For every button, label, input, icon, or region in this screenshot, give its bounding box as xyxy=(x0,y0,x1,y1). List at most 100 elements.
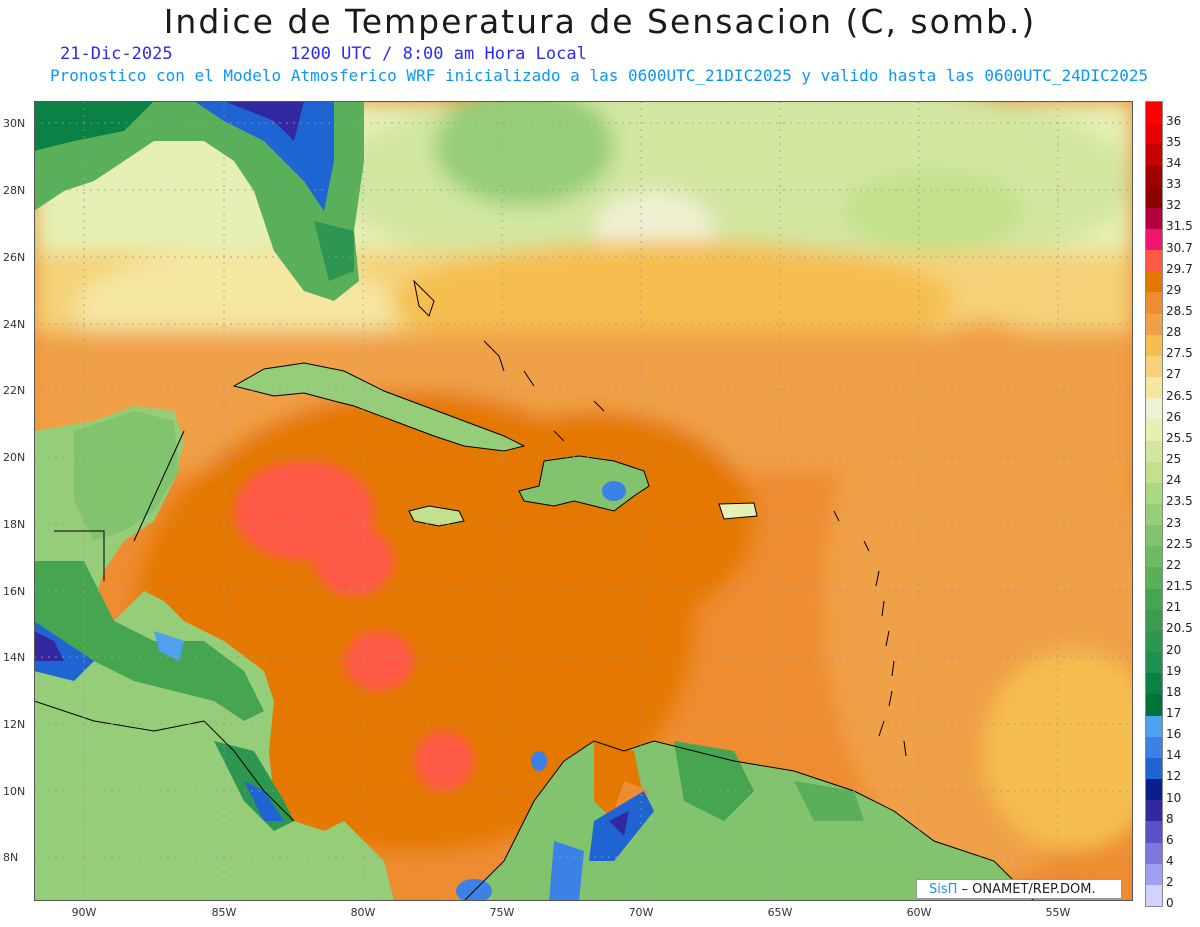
legend-swatch xyxy=(1146,630,1162,653)
lat-label: 16N xyxy=(3,585,26,598)
legend-swatch xyxy=(1146,800,1162,822)
legend-swatch xyxy=(1146,355,1162,378)
legend-swatch xyxy=(1146,334,1162,357)
forecast-date: 21-Dic-2025 xyxy=(60,44,173,64)
legend-swatch xyxy=(1146,736,1162,759)
forecast-time: 1200 UTC / 8:00 am Hora Local xyxy=(290,44,587,64)
legend-label: 25.5 xyxy=(1166,430,1193,445)
legend-swatch xyxy=(1146,271,1162,293)
lon-label: 60W xyxy=(906,906,932,919)
lat-label: 26N xyxy=(3,251,26,264)
legend-swatch xyxy=(1146,863,1162,886)
lat-label: 8N xyxy=(3,851,19,864)
legend-label: 23.5 xyxy=(1166,494,1193,509)
legend-swatch xyxy=(1146,165,1162,188)
lon-label: 75W xyxy=(489,906,515,919)
legend-swatch xyxy=(1146,546,1162,568)
legend-label: 31.5 xyxy=(1166,219,1193,234)
legend-label: 21.5 xyxy=(1166,579,1193,594)
legend-swatch xyxy=(1146,567,1162,590)
legend-swatch xyxy=(1146,250,1162,272)
legend-swatch xyxy=(1146,186,1162,209)
lat-label: 10N xyxy=(3,785,26,798)
heat-index-map xyxy=(34,101,1133,901)
map-title: Indice de Temperatura de Sensacion (C, s… xyxy=(163,2,1037,41)
legend-label: 29.7 xyxy=(1166,261,1193,276)
legend-label: 10 xyxy=(1166,790,1182,805)
lat-label: 18N xyxy=(3,518,26,531)
legend-swatch xyxy=(1146,144,1162,166)
legend-swatch xyxy=(1146,779,1162,801)
legend-label: 28.5 xyxy=(1166,304,1193,318)
legend-label: 20 xyxy=(1166,642,1182,657)
legend-label: 33 xyxy=(1166,177,1182,192)
legend-label: 19 xyxy=(1166,663,1182,678)
legend-swatch xyxy=(1146,884,1162,907)
legend-swatch xyxy=(1146,102,1162,124)
color-legend xyxy=(1145,101,1163,907)
forecast-subtitle: Pronostico con el Modelo Atmosferico WRF… xyxy=(50,66,1149,85)
legend-swatch xyxy=(1146,609,1162,632)
legend-swatch xyxy=(1146,228,1162,251)
legend-swatch xyxy=(1146,673,1162,695)
legend-label: 4 xyxy=(1166,854,1174,869)
lat-label: 30N xyxy=(3,117,26,130)
legend-swatch xyxy=(1146,292,1162,315)
legend-label: 24 xyxy=(1166,473,1182,488)
legend-swatch xyxy=(1146,842,1162,865)
legend-label: 22 xyxy=(1166,557,1182,572)
legend-label: 14 xyxy=(1166,748,1182,763)
legend-label: 22.5 xyxy=(1166,536,1193,551)
lon-label: 85W xyxy=(211,906,237,919)
legend-label: 32 xyxy=(1166,198,1182,213)
legend-label: 28 xyxy=(1166,325,1182,340)
lon-label: 90W xyxy=(71,906,97,919)
legend-swatch xyxy=(1146,207,1162,230)
lat-label: 12N xyxy=(3,718,26,731)
legend-swatch xyxy=(1146,588,1162,611)
legend-label: 8 xyxy=(1166,811,1174,826)
legend-label: 12 xyxy=(1166,769,1182,784)
legend-swatch xyxy=(1146,757,1162,780)
lat-label: 24N xyxy=(3,318,26,331)
legend-label: 35 xyxy=(1166,134,1182,149)
lat-label: 22N xyxy=(3,384,26,397)
lon-label: 70W xyxy=(628,906,654,919)
legend-label: 6 xyxy=(1166,832,1174,847)
legend-label: 17 xyxy=(1166,706,1182,720)
legend-swatch xyxy=(1146,504,1162,526)
legend-swatch xyxy=(1146,715,1162,738)
legend-label: 21 xyxy=(1166,600,1182,615)
legend-swatch xyxy=(1146,652,1162,674)
legend-swatch xyxy=(1146,398,1162,420)
lon-label: 55W xyxy=(1045,906,1071,919)
legend-label: 0 xyxy=(1166,896,1174,911)
legend-label: 26.5 xyxy=(1166,388,1193,403)
legend-label: 18 xyxy=(1166,684,1182,699)
legend-label: 27.5 xyxy=(1166,346,1193,361)
legend-swatch xyxy=(1146,377,1162,399)
legend-label: 36 xyxy=(1166,113,1182,128)
legend-label: 23 xyxy=(1166,515,1182,530)
credit-box: SisΠ – ONAMET/REP.DOM. xyxy=(916,879,1122,899)
legend-label: 34 xyxy=(1166,155,1182,170)
legend-label: 26 xyxy=(1166,409,1182,424)
legend-swatch xyxy=(1146,461,1162,484)
legend-label: 20.5 xyxy=(1166,621,1193,636)
lat-label: 28N xyxy=(3,184,26,197)
legend-label: 30.7 xyxy=(1166,240,1193,255)
legend-swatch xyxy=(1146,440,1162,463)
legend-swatch xyxy=(1146,419,1162,442)
credit-text: – ONAMET/REP.DOM. xyxy=(957,882,1096,897)
legend-swatch xyxy=(1146,123,1162,145)
legend-swatch xyxy=(1146,694,1162,717)
sis-logo-text: SisΠ xyxy=(929,882,958,897)
lon-label: 80W xyxy=(350,906,376,919)
lat-label: 20N xyxy=(3,451,26,464)
legend-swatch xyxy=(1146,482,1162,505)
legend-label: 25 xyxy=(1166,452,1182,467)
legend-swatch xyxy=(1146,821,1162,844)
legend-swatch xyxy=(1146,525,1162,547)
lat-label: 14N xyxy=(3,651,26,664)
legend-label: 16 xyxy=(1166,727,1182,742)
